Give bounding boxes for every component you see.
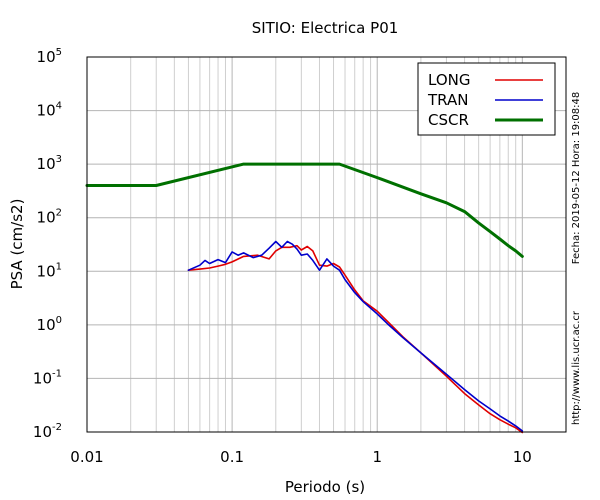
series-layer [85,162,524,434]
legend: LONG TRAN CSCR [417,62,556,136]
x-tick-label: 0.1 [220,448,244,466]
x-tick-label: 0.01 [70,448,103,466]
y-tick-label: 10-2 [33,422,62,441]
url-annotation: http://www.lis.ucr.ac.cr [571,310,582,425]
y-tick-label: 105 [37,47,62,66]
grid-major [87,57,566,432]
x-axis-ticks: 0.01 0.1 1 10 [70,448,532,466]
plot-frame [86,56,567,433]
grid-minor [130,57,517,432]
y-tick-label: 101 [37,261,62,280]
y-tick-label: 103 [37,154,62,173]
y-tick-label: 100 [37,315,62,334]
y-axis-ticks: 10-2 10-1 100 101 102 103 104 105 [33,47,62,441]
legend-label-tran: TRAN [427,91,468,109]
chart-title: SITIO: Electrica P01 [252,19,399,37]
x-tick-label: 1 [372,448,382,466]
y-tick-label: 102 [37,208,62,227]
y-tick-label: 10-1 [33,368,62,387]
date-annotation: Fecha: 2019-05-12 Hora: 19:08:48 [571,92,582,265]
series-line-long [187,244,524,434]
series-line-cscr [85,162,524,258]
legend-box [417,62,556,136]
legend-label-cscr: CSCR [428,111,469,129]
legend-label-long: LONG [428,71,470,89]
y-axis-label: PSA (cm/s2) [8,199,26,290]
y-tick-label: 104 [37,101,62,120]
x-axis-label: Periodo (s) [285,478,365,496]
x-tick-label: 10 [513,448,532,466]
series-line-tran [187,240,524,432]
